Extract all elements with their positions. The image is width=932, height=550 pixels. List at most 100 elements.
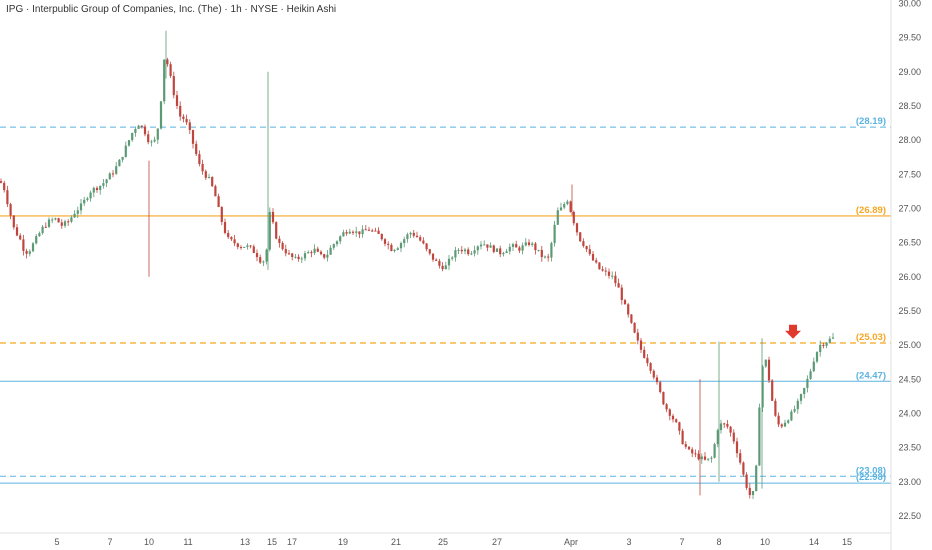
- candle-down: [25, 250, 28, 254]
- candle-up: [115, 166, 118, 174]
- candle-up: [563, 204, 566, 208]
- candle-down: [431, 253, 435, 260]
- candle-down: [572, 211, 575, 224]
- candle-up: [531, 243, 534, 245]
- candle-up: [806, 378, 809, 388]
- candle-down: [12, 215, 15, 228]
- candle-down: [633, 322, 636, 333]
- candle-up: [83, 199, 86, 204]
- time-tick-label: 14: [809, 537, 819, 547]
- candle-down: [239, 247, 243, 249]
- candle-up: [543, 256, 547, 258]
- candle-up: [105, 179, 108, 184]
- candle-down: [486, 244, 489, 248]
- candle-up: [451, 257, 454, 259]
- candle-down: [627, 304, 630, 315]
- candle-down: [735, 441, 739, 454]
- price-tick-label: 28.00: [898, 135, 921, 145]
- candle-up: [790, 411, 793, 421]
- time-tick-label: 15: [267, 537, 277, 547]
- candle-down: [652, 370, 655, 378]
- candle-down: [214, 186, 217, 197]
- candle-up: [79, 203, 83, 211]
- candle-down: [284, 249, 287, 254]
- candle-up: [700, 456, 703, 460]
- candle-up: [396, 248, 399, 250]
- candle-up: [537, 249, 540, 251]
- candle-down: [540, 249, 543, 258]
- time-tick-label: 21: [391, 537, 401, 547]
- down-arrow-marker: [785, 324, 801, 339]
- time-axis: 5 7 10 11 13 15 17 19 21 25 27 Apr 3 7 8 10 14 15: [54, 537, 852, 547]
- candle-up: [783, 422, 787, 427]
- time-tick-label: 3: [626, 537, 631, 547]
- candle-down: [281, 242, 284, 250]
- price-tick-label: 22.50: [898, 511, 921, 521]
- candle-down: [179, 105, 182, 117]
- price-tick-label: 27.00: [898, 203, 921, 213]
- candle-up: [38, 233, 41, 237]
- candle-down: [188, 122, 191, 131]
- candle-up: [361, 229, 364, 235]
- candle-up: [326, 254, 329, 258]
- candle-up: [35, 236, 38, 244]
- candle-down: [217, 196, 220, 207]
- candle-down: [111, 173, 115, 175]
- candle-down: [575, 223, 579, 233]
- price-tick-label: 29.50: [898, 33, 921, 43]
- price-tick-label: 26.00: [898, 272, 921, 282]
- candle-down: [287, 253, 291, 255]
- candle-up: [505, 251, 508, 253]
- candle-up: [787, 420, 790, 423]
- candle-down: [233, 239, 236, 244]
- candle-up: [89, 192, 92, 199]
- candle-down: [668, 409, 671, 416]
- time-tick-label: 27: [492, 537, 502, 547]
- candle-down: [649, 363, 652, 371]
- candle-up: [559, 207, 563, 211]
- candle-down: [607, 271, 611, 276]
- candle-down: [646, 357, 649, 364]
- candle-down: [697, 453, 700, 460]
- candle-down: [518, 247, 521, 251]
- candle-up: [355, 231, 358, 233]
- candle-down: [499, 248, 502, 255]
- candle-down: [595, 260, 598, 263]
- candle-down: [249, 245, 252, 247]
- candle-up: [163, 59, 166, 102]
- candle-down: [19, 235, 22, 240]
- candle-down: [204, 171, 207, 178]
- candle-down: [252, 246, 255, 253]
- candle-up: [127, 140, 131, 146]
- candle-down: [655, 377, 659, 383]
- candle-up: [831, 337, 835, 339]
- candle-down: [140, 125, 143, 127]
- candle-down: [367, 229, 371, 231]
- candle-down: [271, 211, 275, 223]
- candle-up: [761, 366, 764, 408]
- candle-up: [76, 210, 79, 214]
- candle-up: [156, 128, 159, 140]
- candle-down: [220, 206, 223, 223]
- symbol-header: IPG · Interpublic Group of Companies, In…: [6, 4, 337, 15]
- candle-up: [393, 249, 396, 251]
- level-label: (25.03): [856, 332, 886, 343]
- candle-down: [569, 201, 572, 212]
- candle-up: [63, 221, 67, 226]
- time-tick-label: 7: [107, 537, 112, 547]
- candle-up: [716, 430, 719, 445]
- candle-down: [175, 95, 179, 106]
- candle-down: [364, 229, 367, 231]
- candle-up: [815, 352, 819, 362]
- time-tick-label: 10: [144, 537, 154, 547]
- candle-down: [259, 257, 262, 263]
- candle-down: [534, 243, 537, 251]
- price-tick-label: 29.00: [898, 67, 921, 77]
- candle-down: [223, 222, 227, 233]
- level-label: (26.89): [856, 205, 886, 216]
- candle-down: [732, 432, 735, 442]
- candle-up: [473, 250, 476, 254]
- candle-up: [403, 239, 406, 244]
- candle-up: [511, 244, 515, 247]
- down-arrow-icon[interactable]: [785, 324, 801, 339]
